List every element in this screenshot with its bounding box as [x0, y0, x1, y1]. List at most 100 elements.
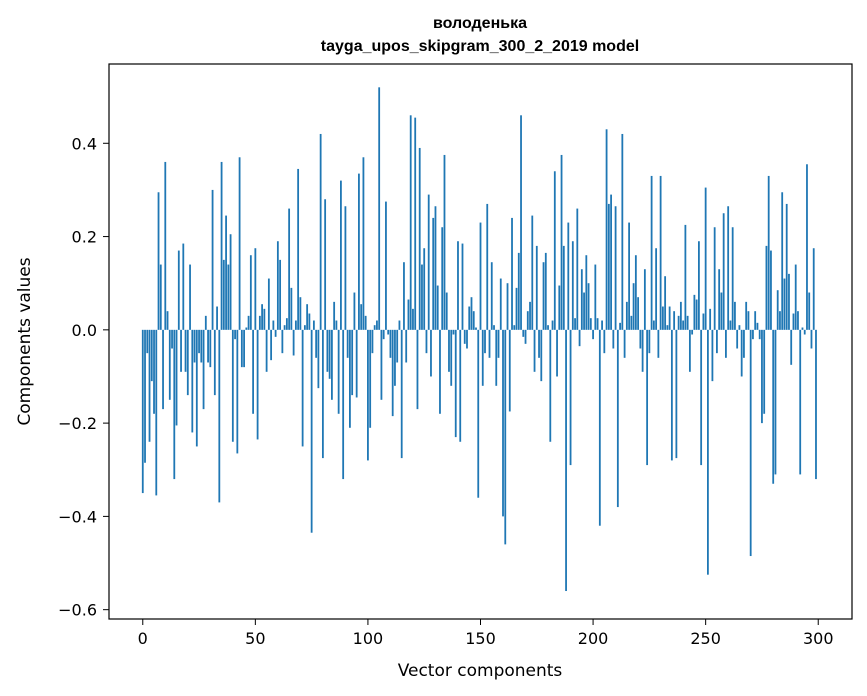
bar-163 [508, 329, 511, 412]
bar-10 [164, 161, 167, 330]
bar-67 [292, 329, 295, 356]
bar-295 [806, 164, 808, 330]
bar-101 [369, 329, 372, 428]
bar-172 [529, 301, 531, 330]
bar-68 [294, 320, 297, 330]
x-tick-label: 50 [245, 629, 265, 648]
bar-236 [673, 311, 676, 330]
bar-149 [477, 329, 480, 498]
bar-76 [312, 320, 315, 330]
bar-269 [747, 311, 750, 330]
y-tick-label: −0.4 [58, 507, 97, 526]
bar-14 [173, 329, 176, 480]
bar-185 [558, 285, 561, 330]
bar-203 [598, 329, 601, 526]
bar-51 [256, 329, 259, 440]
bar-39 [229, 234, 232, 330]
bar-298 [812, 248, 815, 330]
bar-120 [412, 308, 414, 330]
bar-226 [650, 175, 653, 330]
chart-title: володенька [433, 15, 527, 32]
bar-231 [661, 306, 664, 330]
bar-198 [587, 283, 590, 330]
bar-53 [261, 304, 263, 330]
bar-170 [524, 329, 527, 344]
bar-228 [655, 248, 658, 330]
bar-220 [637, 297, 640, 330]
bar-161 [504, 329, 507, 545]
bar-16 [177, 250, 180, 330]
bar-121 [414, 117, 417, 330]
bar-137 [450, 329, 453, 386]
bar-255 [716, 329, 718, 354]
bar-0 [141, 329, 144, 494]
bar-222 [641, 329, 644, 372]
bar-195 [580, 269, 583, 330]
bar-280 [772, 329, 775, 484]
bar-47 [247, 315, 250, 330]
bar-193 [576, 208, 579, 330]
bar-254 [713, 227, 716, 330]
bar-200 [592, 329, 594, 340]
bar-82 [326, 329, 329, 372]
bar-256 [718, 269, 721, 330]
bar-235 [670, 329, 673, 461]
y-tick-label: 0.2 [72, 228, 97, 247]
bar-271 [752, 329, 754, 340]
bar-174 [533, 329, 536, 372]
bar-58 [272, 320, 275, 330]
bar-157 [495, 329, 498, 386]
bar-230 [659, 175, 662, 330]
bar-34 [218, 329, 221, 503]
bar-110 [389, 329, 392, 358]
bar-279 [770, 250, 772, 330]
bar-86 [335, 320, 338, 330]
bar-297 [810, 329, 813, 349]
bar-181 [549, 329, 552, 442]
bar-176 [538, 329, 540, 358]
bar-126 [425, 329, 428, 354]
bar-103 [373, 325, 376, 330]
bar-22 [191, 329, 194, 433]
bar-253 [711, 329, 714, 382]
bar-266 [740, 329, 743, 377]
bar-283 [779, 311, 781, 330]
bar-277 [765, 245, 768, 330]
bar-75 [310, 329, 313, 533]
bar-171 [526, 311, 529, 330]
bar-105 [378, 87, 381, 330]
bar-77 [315, 329, 318, 358]
bar-56 [267, 278, 270, 330]
bar-91 [346, 329, 349, 358]
bar-182 [551, 320, 554, 330]
bar-261 [729, 320, 732, 330]
bar-85 [333, 301, 336, 330]
bar-17 [180, 329, 182, 372]
bar-127 [427, 194, 430, 330]
bar-41 [234, 329, 236, 340]
bar-83 [328, 329, 331, 379]
bar-259 [725, 329, 727, 358]
bar-260 [727, 206, 730, 330]
bar-133 [441, 227, 444, 330]
x-axis-ticks: 0 50 100 150 200 250 300 [138, 619, 834, 648]
bar-164 [511, 217, 513, 330]
bar-134 [443, 154, 446, 330]
bar-111 [391, 329, 394, 417]
bar-57 [270, 329, 273, 361]
bar-151 [481, 329, 484, 386]
bar-196 [583, 292, 585, 330]
bar-282 [776, 290, 779, 330]
bar-207 [607, 203, 610, 330]
bar-32 [213, 329, 216, 396]
y-axis-label: Components values [15, 257, 35, 425]
bar-20 [186, 329, 189, 396]
bar-206 [605, 129, 608, 330]
bar-18 [182, 243, 185, 330]
bar-96 [358, 173, 360, 330]
bar-52 [258, 315, 261, 330]
bar-252 [709, 308, 712, 330]
bar-217 [630, 315, 633, 330]
bar-205 [603, 329, 606, 354]
